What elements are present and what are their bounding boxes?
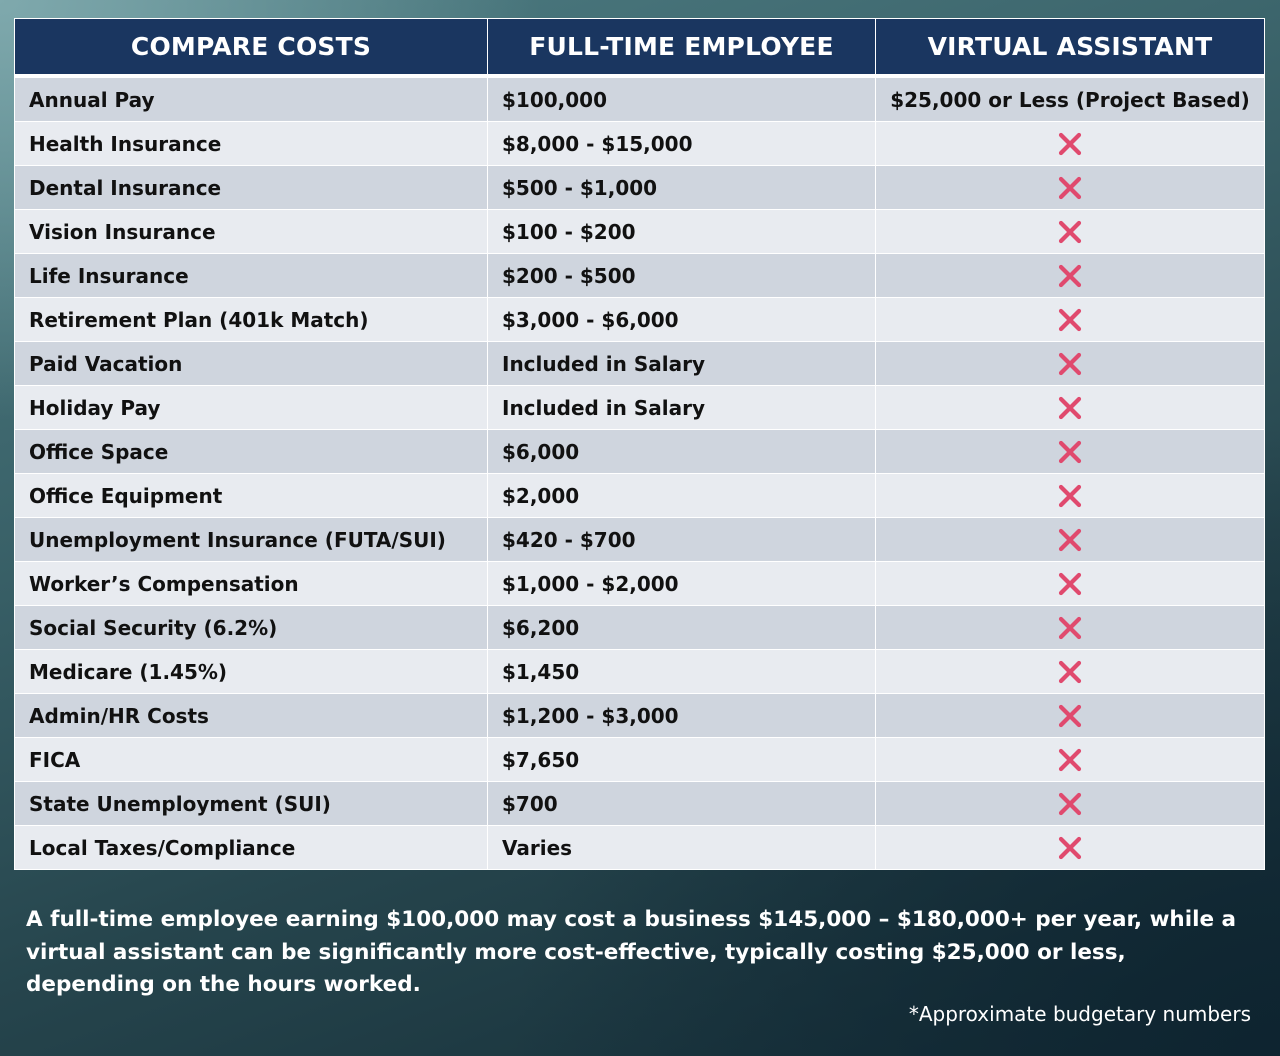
table-row: FICA $7,650 (14, 737, 1265, 782)
table-row: Annual Pay $100,000 $25,000 or Less (Proje… (14, 75, 1265, 122)
cross-mark-icon (1058, 748, 1082, 771)
cross-mark-icon (1058, 308, 1082, 331)
employee-cost-cell: Included in Salary (487, 385, 876, 430)
assistant-cost-cell (875, 693, 1265, 738)
employee-cost-cell: $8,000 - $15,000 (487, 121, 876, 166)
cost-item-cell: Admin/HR Costs (14, 693, 488, 738)
assistant-cost-cell (875, 121, 1265, 166)
cross-mark-icon (1058, 220, 1082, 243)
employee-cost-cell: Included in Salary (487, 341, 876, 386)
cost-item-cell: Paid Vacation (14, 341, 488, 386)
cost-item-cell: Medicare (1.45%) (14, 649, 488, 694)
cross-mark-icon (1058, 440, 1082, 463)
assistant-cost-cell (875, 385, 1265, 430)
cost-item-cell: Annual Pay (14, 75, 488, 122)
cost-item-cell: Health Insurance (14, 121, 488, 166)
cross-mark-icon (1058, 176, 1082, 199)
cross-mark-icon (1058, 264, 1082, 287)
assistant-cost-cell (875, 517, 1265, 562)
employee-cost-cell: $500 - $1,000 (487, 165, 876, 210)
employee-cost-cell: $200 - $500 (487, 253, 876, 298)
cost-item-cell: Vision Insurance (14, 209, 488, 254)
cross-mark-icon (1058, 616, 1082, 639)
table-row: Unemployment Insurance (FUTA/SUI) $420 - … (14, 517, 1265, 562)
cost-item-cell: Dental Insurance (14, 165, 488, 210)
cross-mark-icon (1058, 396, 1082, 419)
employee-cost-cell: $6,000 (487, 429, 876, 474)
assistant-cost-cell (875, 605, 1265, 650)
table-row: Life Insurance $200 - $500 (14, 253, 1265, 298)
table-row: Local Taxes/Compliance Varies (14, 825, 1265, 870)
cost-item-cell: Unemployment Insurance (FUTA/SUI) (14, 517, 488, 562)
table-row: Office Equipment $2,000 (14, 473, 1265, 518)
table-header-row: COMPARE COSTS FULL-TIME EMPLOYEE VIRTUAL… (14, 18, 1265, 78)
cost-comparison-table-container: COMPARE COSTS FULL-TIME EMPLOYEE VIRTUAL… (14, 18, 1265, 870)
cost-item-cell: Office Equipment (14, 473, 488, 518)
employee-cost-cell: $3,000 - $6,000 (487, 297, 876, 342)
cross-mark-icon (1058, 132, 1082, 155)
employee-cost-cell: $100,000 (487, 75, 876, 122)
assistant-cost-cell (875, 165, 1265, 210)
table-row: Paid Vacation Included in Salary (14, 341, 1265, 386)
assistant-cost-cell (875, 297, 1265, 342)
table-row: Worker’s Compensation $1,000 - $2,000 (14, 561, 1265, 606)
cost-item-cell: Office Space (14, 429, 488, 474)
cost-item-cell: Retirement Plan (401k Match) (14, 297, 488, 342)
cost-item-cell: Holiday Pay (14, 385, 488, 430)
assistant-cost-cell (875, 649, 1265, 694)
table-row: Office Space $6,000 (14, 429, 1265, 474)
assistant-cost-cell (875, 341, 1265, 386)
cross-mark-icon (1058, 836, 1082, 859)
header-full-time-employee: FULL-TIME EMPLOYEE (487, 18, 876, 78)
table-row: Vision Insurance $100 - $200 (14, 209, 1265, 254)
employee-cost-cell: Varies (487, 825, 876, 870)
footnote-text: *Approximate budgetary numbers (908, 1002, 1251, 1026)
cost-comparison-table: COMPARE COSTS FULL-TIME EMPLOYEE VIRTUAL… (14, 18, 1265, 870)
table-row: Medicare (1.45%) $1,450 (14, 649, 1265, 694)
cross-mark-icon (1058, 484, 1082, 507)
summary-text: A full-time employee earning $100,000 ma… (26, 907, 1237, 997)
employee-cost-cell: $1,000 - $2,000 (487, 561, 876, 606)
cost-item-cell: Life Insurance (14, 253, 488, 298)
assistant-cost-cell (875, 737, 1265, 782)
table-row: Dental Insurance $500 - $1,000 (14, 165, 1265, 210)
employee-cost-cell: $2,000 (487, 473, 876, 518)
cross-mark-icon (1058, 792, 1082, 815)
assistant-cost-cell (875, 209, 1265, 254)
cost-item-cell: FICA (14, 737, 488, 782)
table-row: Admin/HR Costs $1,200 - $3,000 (14, 693, 1265, 738)
employee-cost-cell: $1,450 (487, 649, 876, 694)
employee-cost-cell: $700 (487, 781, 876, 826)
employee-cost-cell: $420 - $700 (487, 517, 876, 562)
assistant-cost-cell (875, 781, 1265, 826)
assistant-cost-cell (875, 473, 1265, 518)
cross-mark-icon (1058, 660, 1082, 683)
cross-mark-icon (1058, 572, 1082, 595)
cost-item-cell: State Unemployment (SUI) (14, 781, 488, 826)
assistant-cost-cell: $25,000 or Less (Project Based) (875, 75, 1265, 122)
cross-mark-icon (1058, 704, 1082, 727)
employee-cost-cell: $100 - $200 (487, 209, 876, 254)
assistant-cost-cell (875, 561, 1265, 606)
header-compare-costs: COMPARE COSTS (14, 18, 488, 78)
table-row: Holiday Pay Included in Salary (14, 385, 1265, 430)
assistant-cost-cell (875, 429, 1265, 474)
header-virtual-assistant: VIRTUAL ASSISTANT (875, 18, 1265, 78)
assistant-cost-cell (875, 253, 1265, 298)
cross-mark-icon (1058, 528, 1082, 551)
assistant-cost-cell (875, 825, 1265, 870)
cost-item-cell: Worker’s Compensation (14, 561, 488, 606)
cost-item-cell: Social Security (6.2%) (14, 605, 488, 650)
table-row: State Unemployment (SUI) $700 (14, 781, 1265, 826)
employee-cost-cell: $7,650 (487, 737, 876, 782)
table-row: Social Security (6.2%) $6,200 (14, 605, 1265, 650)
cross-mark-icon (1058, 352, 1082, 375)
employee-cost-cell: $1,200 - $3,000 (487, 693, 876, 738)
table-row: Health Insurance $8,000 - $15,000 (14, 121, 1265, 166)
table-row: Retirement Plan (401k Match) $3,000 - $6,… (14, 297, 1265, 342)
cost-item-cell: Local Taxes/Compliance (14, 825, 488, 870)
employee-cost-cell: $6,200 (487, 605, 876, 650)
